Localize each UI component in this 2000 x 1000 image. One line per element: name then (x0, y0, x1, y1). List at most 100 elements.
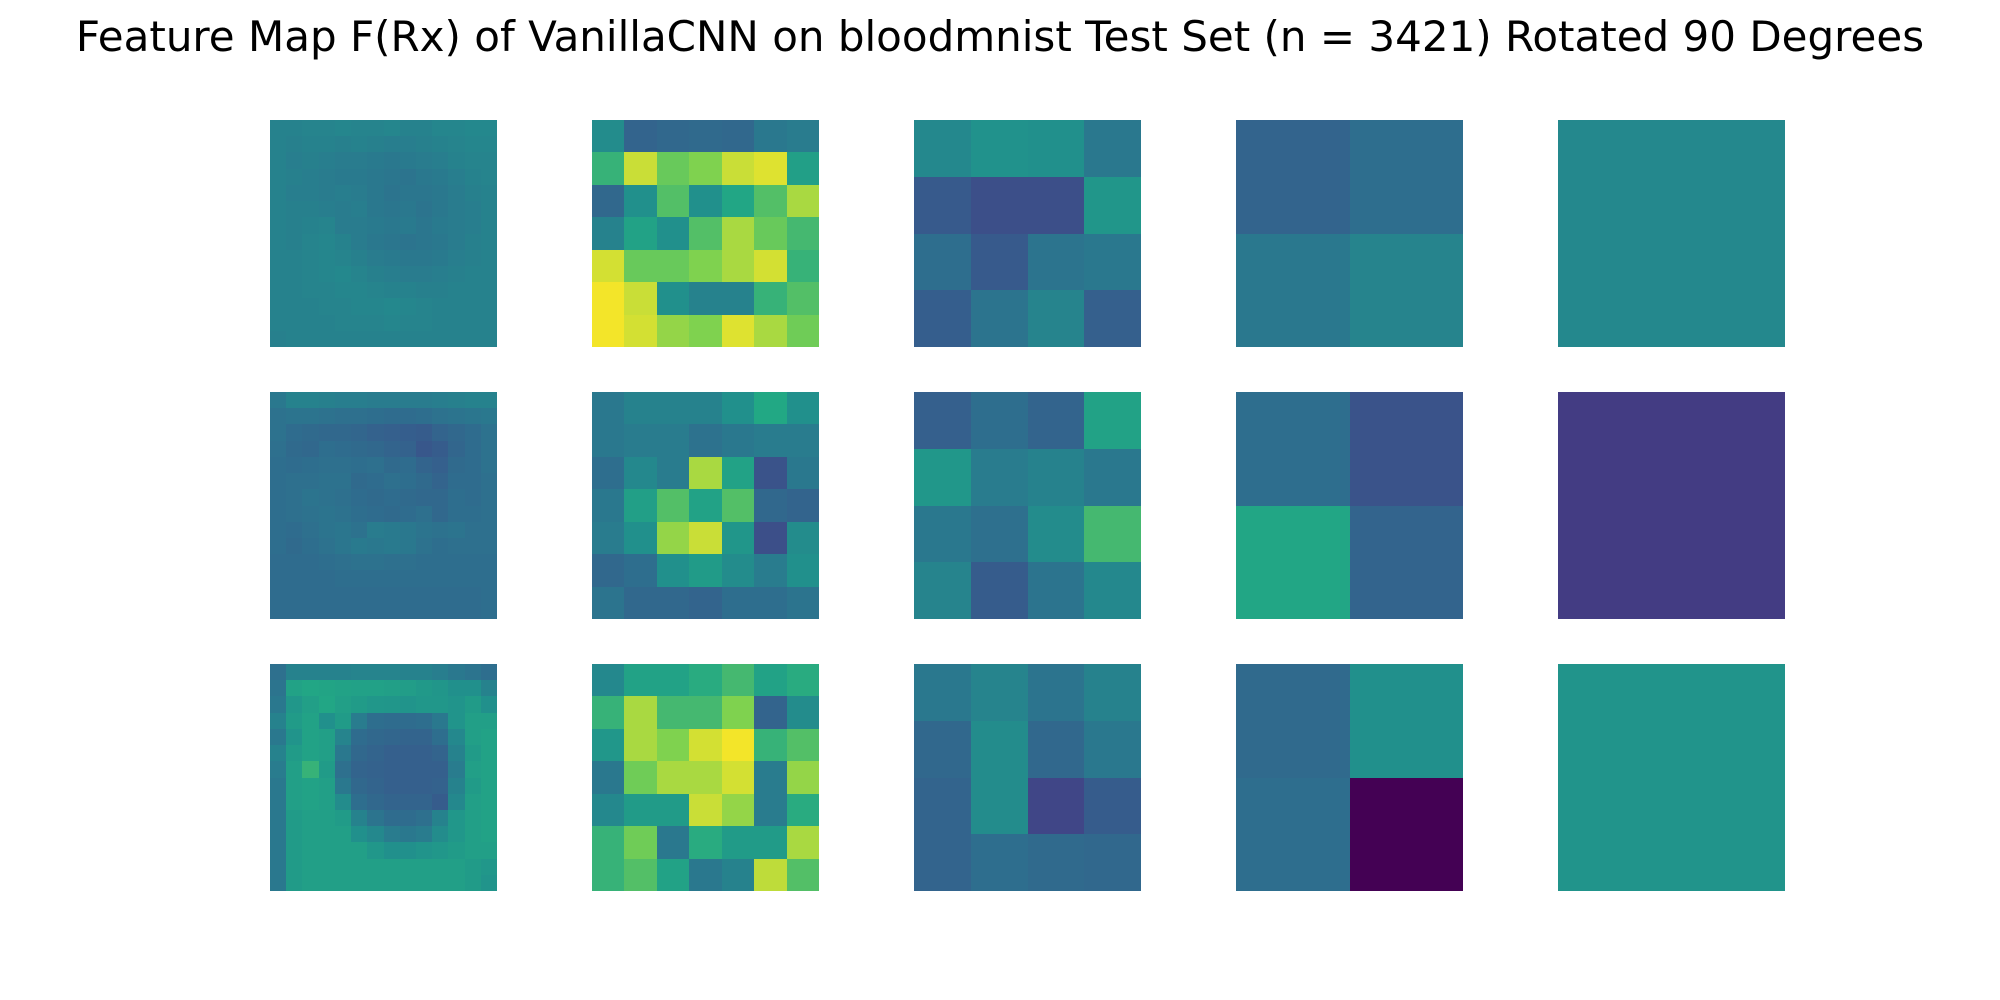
heatmap-cell (480, 152, 497, 170)
heatmap-cell (415, 298, 433, 316)
heatmap-cell (334, 298, 352, 316)
heatmap-cell (318, 330, 336, 347)
heatmap-cell (1558, 392, 1785, 619)
heatmap-cell (432, 761, 449, 779)
heatmap-cell (480, 314, 497, 332)
heatmap-cell (448, 314, 466, 332)
heatmap-cell (754, 489, 788, 523)
heatmap-cell (432, 745, 449, 762)
heatmap-cell (270, 842, 287, 860)
heatmap-cell (399, 424, 417, 442)
heatmap-cell (464, 728, 482, 746)
heatmap-cell (448, 570, 466, 588)
heatmap-cell (754, 392, 788, 426)
heatmap-cell (448, 136, 466, 154)
heatmap-cell (334, 424, 352, 442)
heatmap-cell (656, 728, 690, 762)
heatmap-cell (464, 826, 482, 843)
heatmap-cell (415, 537, 433, 555)
heatmap-cell (689, 392, 723, 426)
heatmap-cell (286, 664, 304, 681)
heatmap-cell (334, 586, 352, 604)
heatmap-cell (448, 793, 466, 811)
heatmap-cell (367, 793, 385, 811)
heatmap-cell (480, 793, 497, 811)
heatmap-cell (480, 745, 497, 762)
heatmap-cell (334, 249, 352, 267)
heatmap-cell (383, 408, 401, 426)
heatmap-cell (351, 554, 368, 571)
heatmap-cell (383, 184, 401, 202)
heatmap-cell (914, 392, 972, 450)
heatmap-cell (656, 793, 690, 827)
heatmap-cell (367, 809, 385, 827)
heatmap-cell (399, 184, 417, 202)
heatmap-cell (334, 874, 352, 891)
heatmap-cell (480, 217, 497, 235)
heatmap-cell (689, 521, 723, 555)
heatmap-cell (367, 408, 385, 426)
heatmap-cell (689, 793, 723, 827)
heatmap-cell (286, 473, 304, 490)
heatmap-cell (318, 537, 336, 555)
heatmap-cell (286, 826, 304, 843)
heatmap-cell (592, 793, 626, 827)
heatmap-cell (334, 136, 352, 154)
heatmap-cell (721, 489, 755, 523)
heatmap-cell (432, 554, 449, 571)
heatmap-cell (786, 282, 819, 316)
heatmap-cell (286, 602, 304, 619)
heatmap-cell (270, 570, 287, 588)
heatmap-cell (302, 392, 320, 409)
heatmap-cell (1027, 120, 1085, 178)
heatmap-cell (480, 874, 497, 891)
heatmap-cell (302, 298, 320, 316)
heatmap-cell (689, 858, 723, 891)
heatmap-cell (351, 793, 368, 811)
heatmap-cell (480, 424, 497, 442)
feature-map-panel-r2-c4 (1558, 664, 1785, 891)
heatmap-cell (318, 184, 336, 202)
heatmap-cell (383, 858, 401, 876)
heatmap-cell (448, 777, 466, 795)
heatmap-cell (1084, 664, 1141, 722)
heatmap-cell (721, 761, 755, 795)
heatmap-cell (464, 858, 482, 876)
heatmap-cell (448, 712, 466, 730)
heatmap-cell (624, 489, 658, 523)
heatmap-cell (399, 728, 417, 746)
heatmap-cell (334, 505, 352, 523)
heatmap-cell (592, 489, 626, 523)
heatmap-cell (1084, 233, 1141, 291)
heatmap-cell (367, 728, 385, 746)
heatmap-cell (689, 761, 723, 795)
feature-map-panel-r1-c3 (1236, 392, 1463, 619)
heatmap-cell (351, 664, 368, 681)
heatmap-cell (334, 456, 352, 474)
heatmap-cell (334, 473, 352, 490)
heatmap-cell (270, 809, 287, 827)
heatmap-cell (302, 745, 320, 762)
heatmap-cell (318, 521, 336, 539)
heatmap-cell (721, 249, 755, 283)
heatmap-cell (1084, 720, 1141, 779)
heatmap-cell (415, 440, 433, 458)
heatmap-cell (970, 664, 1029, 722)
heatmap-cell (592, 392, 626, 426)
heatmap-cell (270, 440, 287, 458)
heatmap-cell (448, 537, 466, 555)
heatmap-cell (302, 858, 320, 876)
heatmap-cell (464, 265, 482, 283)
heatmap-cell (399, 505, 417, 523)
heatmap-cell (318, 249, 336, 267)
heatmap-cell (464, 745, 482, 762)
heatmap-cell (914, 448, 972, 507)
heatmap-cell (464, 424, 482, 442)
heatmap-cell (448, 408, 466, 426)
heatmap-cell (786, 489, 819, 523)
heatmap-cell (754, 696, 788, 730)
heatmap-cell (786, 456, 819, 490)
heatmap-cell (318, 696, 336, 714)
heatmap-cell (334, 120, 352, 137)
heatmap-cell (480, 602, 497, 619)
